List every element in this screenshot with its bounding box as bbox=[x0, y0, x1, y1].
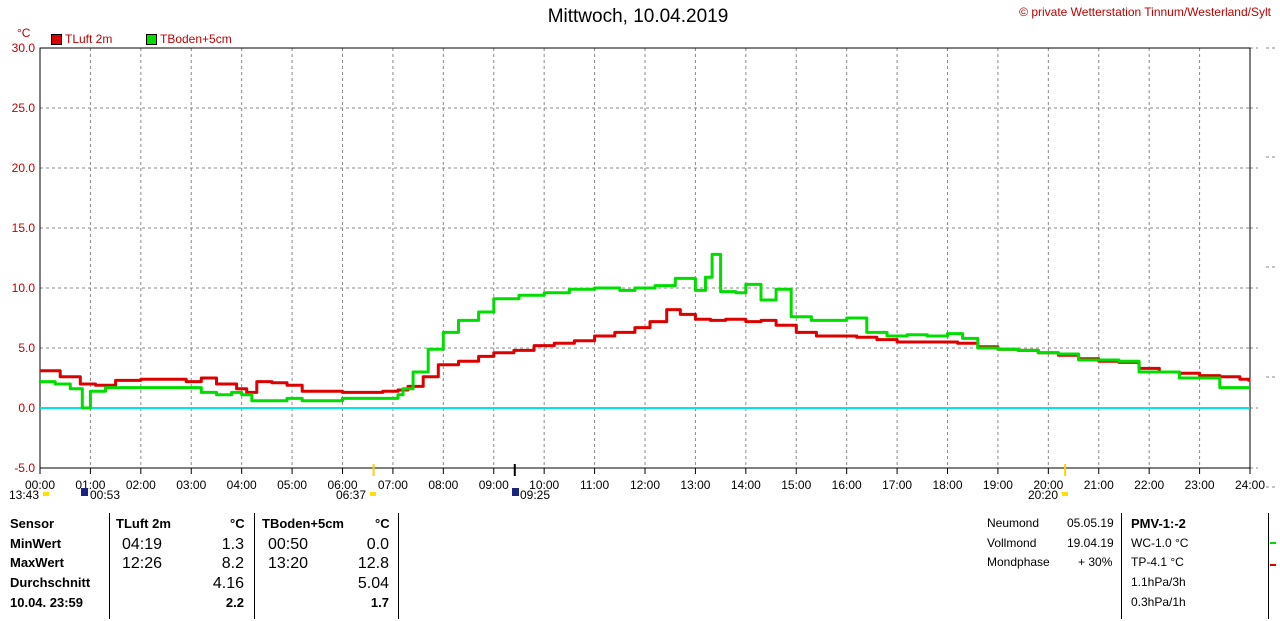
moonrise-icon bbox=[512, 488, 519, 496]
moonset-icon bbox=[81, 488, 88, 496]
y-tick-label: 20.0 bbox=[12, 161, 36, 175]
x-tick-label: 12:00 bbox=[630, 478, 660, 492]
pressure-3h: 1.1hPa/3h bbox=[1131, 575, 1186, 589]
x-tick-label: 10:00 bbox=[529, 478, 559, 492]
x-tick-label: 07:00 bbox=[378, 478, 408, 492]
x-tick-label: 09:00 bbox=[479, 478, 509, 492]
x-tick-label: 00:00 bbox=[25, 478, 55, 492]
pressure-1h: 0.3hPa/1h bbox=[1131, 595, 1186, 609]
x-tick-label: 17:00 bbox=[882, 478, 912, 492]
sunrise-time: 06:37 bbox=[336, 488, 367, 502]
legend-swatch-green bbox=[146, 33, 157, 45]
x-tick-label: 11:00 bbox=[580, 478, 609, 492]
y-tick-label: 10.0 bbox=[12, 281, 36, 295]
row-label-max: MaxWert bbox=[10, 555, 64, 570]
x-tick-label: 03:00 bbox=[176, 478, 206, 492]
sun-hours: 13:43 bbox=[9, 488, 40, 502]
plot-frame bbox=[39, 47, 1251, 469]
chart-grid bbox=[39, 47, 1276, 488]
header-unit-2: °C bbox=[375, 516, 390, 531]
y-tick-label: 25.0 bbox=[12, 101, 36, 115]
wind-chill: WC-1.0 °C bbox=[1131, 536, 1189, 550]
chart-title: Mittwoch, 10.04.2019 bbox=[547, 6, 729, 27]
tick-labels: 30.025.020.015.010.05.00.0-5.000:00 01:00… bbox=[12, 41, 1266, 492]
y-tick-label: 5.0 bbox=[18, 341, 35, 355]
full-moon-label: Vollmond bbox=[987, 536, 1037, 550]
new-moon-label: Neumond bbox=[987, 516, 1040, 530]
x-tick-label: 05:00 bbox=[277, 478, 307, 492]
y-tick-label: 30.0 bbox=[12, 41, 36, 55]
dew-point: TP-4.1 °C bbox=[1131, 555, 1184, 569]
x-tick-label: 04:00 bbox=[227, 478, 257, 492]
legend-label: TBoden+5cm bbox=[160, 32, 232, 46]
legend-swatch-red bbox=[51, 33, 62, 45]
current-value-1: 2.2 bbox=[225, 595, 244, 610]
moon-phase-label: Mondphase bbox=[987, 555, 1050, 569]
header-sensor: Sensor bbox=[10, 516, 55, 531]
divider bbox=[109, 513, 110, 619]
y-tick-label: 15.0 bbox=[12, 221, 36, 235]
chart-axes bbox=[39, 47, 1251, 476]
min-time-1: 04:19 bbox=[122, 536, 163, 553]
x-tick-label: 24:00 bbox=[1235, 478, 1265, 492]
x-tick-label: 13:00 bbox=[680, 478, 710, 492]
chart-series bbox=[40, 252, 1276, 566]
max-value-1: 8.2 bbox=[221, 555, 244, 572]
header-series-1: TLuft 2m bbox=[116, 516, 171, 531]
x-tick-label: 18:00 bbox=[932, 478, 962, 492]
x-tick-label: 23:00 bbox=[1185, 478, 1215, 492]
y-tick-label: 0.0 bbox=[18, 401, 35, 415]
x-tick-label: 20:00 bbox=[1033, 478, 1063, 492]
avg-value-1: 4.16 bbox=[212, 575, 244, 592]
y-axis-unit: °C bbox=[17, 26, 31, 40]
x-tick-label: 02:00 bbox=[126, 478, 156, 492]
min-value-2: 0.0 bbox=[366, 536, 389, 553]
divider bbox=[1268, 513, 1269, 619]
divider bbox=[1121, 513, 1122, 619]
avg-value-2: 5.04 bbox=[357, 575, 389, 592]
x-tick-label: 08:00 bbox=[428, 478, 458, 492]
divider bbox=[398, 513, 399, 619]
divider bbox=[254, 513, 255, 619]
legend-item-tboden: TBoden+5cm bbox=[146, 32, 232, 46]
moonset-time: 00:53 bbox=[90, 488, 121, 502]
statistics-panel: Sensor TLuft 2m °C TBoden+5cm °C MinWert… bbox=[0, 507, 1270, 621]
max-time-2: 13:20 bbox=[268, 555, 309, 572]
row-label-min: MinWert bbox=[10, 536, 62, 551]
x-tick-label: 06:00 bbox=[327, 478, 357, 492]
copyright-notice: © private Wetterstation Tinnum/Westerlan… bbox=[1019, 5, 1271, 19]
min-time-2: 00:50 bbox=[268, 536, 309, 553]
y-tick-label: -5.0 bbox=[14, 461, 35, 475]
x-tick-label: 14:00 bbox=[731, 478, 761, 492]
pmv-value: PMV-1:-2 bbox=[1131, 516, 1186, 531]
header-unit-1: °C bbox=[230, 516, 245, 531]
x-tick-label: 15:00 bbox=[781, 478, 811, 492]
moonrise-time: 09:25 bbox=[520, 488, 551, 502]
sunset-time: 20:20 bbox=[1028, 488, 1059, 502]
max-value-2: 12.8 bbox=[357, 555, 389, 572]
series-line-tboden bbox=[40, 252, 1249, 410]
x-tick-label: 21:00 bbox=[1084, 478, 1114, 492]
current-value-2: 1.7 bbox=[370, 595, 389, 610]
x-tick-label: 16:00 bbox=[832, 478, 862, 492]
legend-item-tluft: TLuft 2m bbox=[51, 32, 112, 46]
moon-phase-value: + 30% bbox=[1078, 555, 1113, 569]
legend-label: TLuft 2m bbox=[65, 32, 113, 46]
header-series-2: TBoden+5cm bbox=[262, 516, 344, 531]
sunrise-icon bbox=[370, 492, 376, 496]
new-moon-date: 05.05.19 bbox=[1067, 516, 1114, 530]
sunset-icon bbox=[1062, 492, 1068, 496]
x-tick-label: 22:00 bbox=[1134, 478, 1164, 492]
row-label-current: 10.04. 23:59 bbox=[10, 595, 84, 610]
sun-marker-icon bbox=[43, 492, 49, 496]
row-label-avg: Durchschnitt bbox=[10, 575, 91, 590]
max-time-1: 12:26 bbox=[122, 555, 163, 572]
x-tick-label: 19:00 bbox=[983, 478, 1013, 492]
min-value-1: 1.3 bbox=[221, 536, 244, 553]
full-moon-date: 19.04.19 bbox=[1067, 536, 1114, 550]
